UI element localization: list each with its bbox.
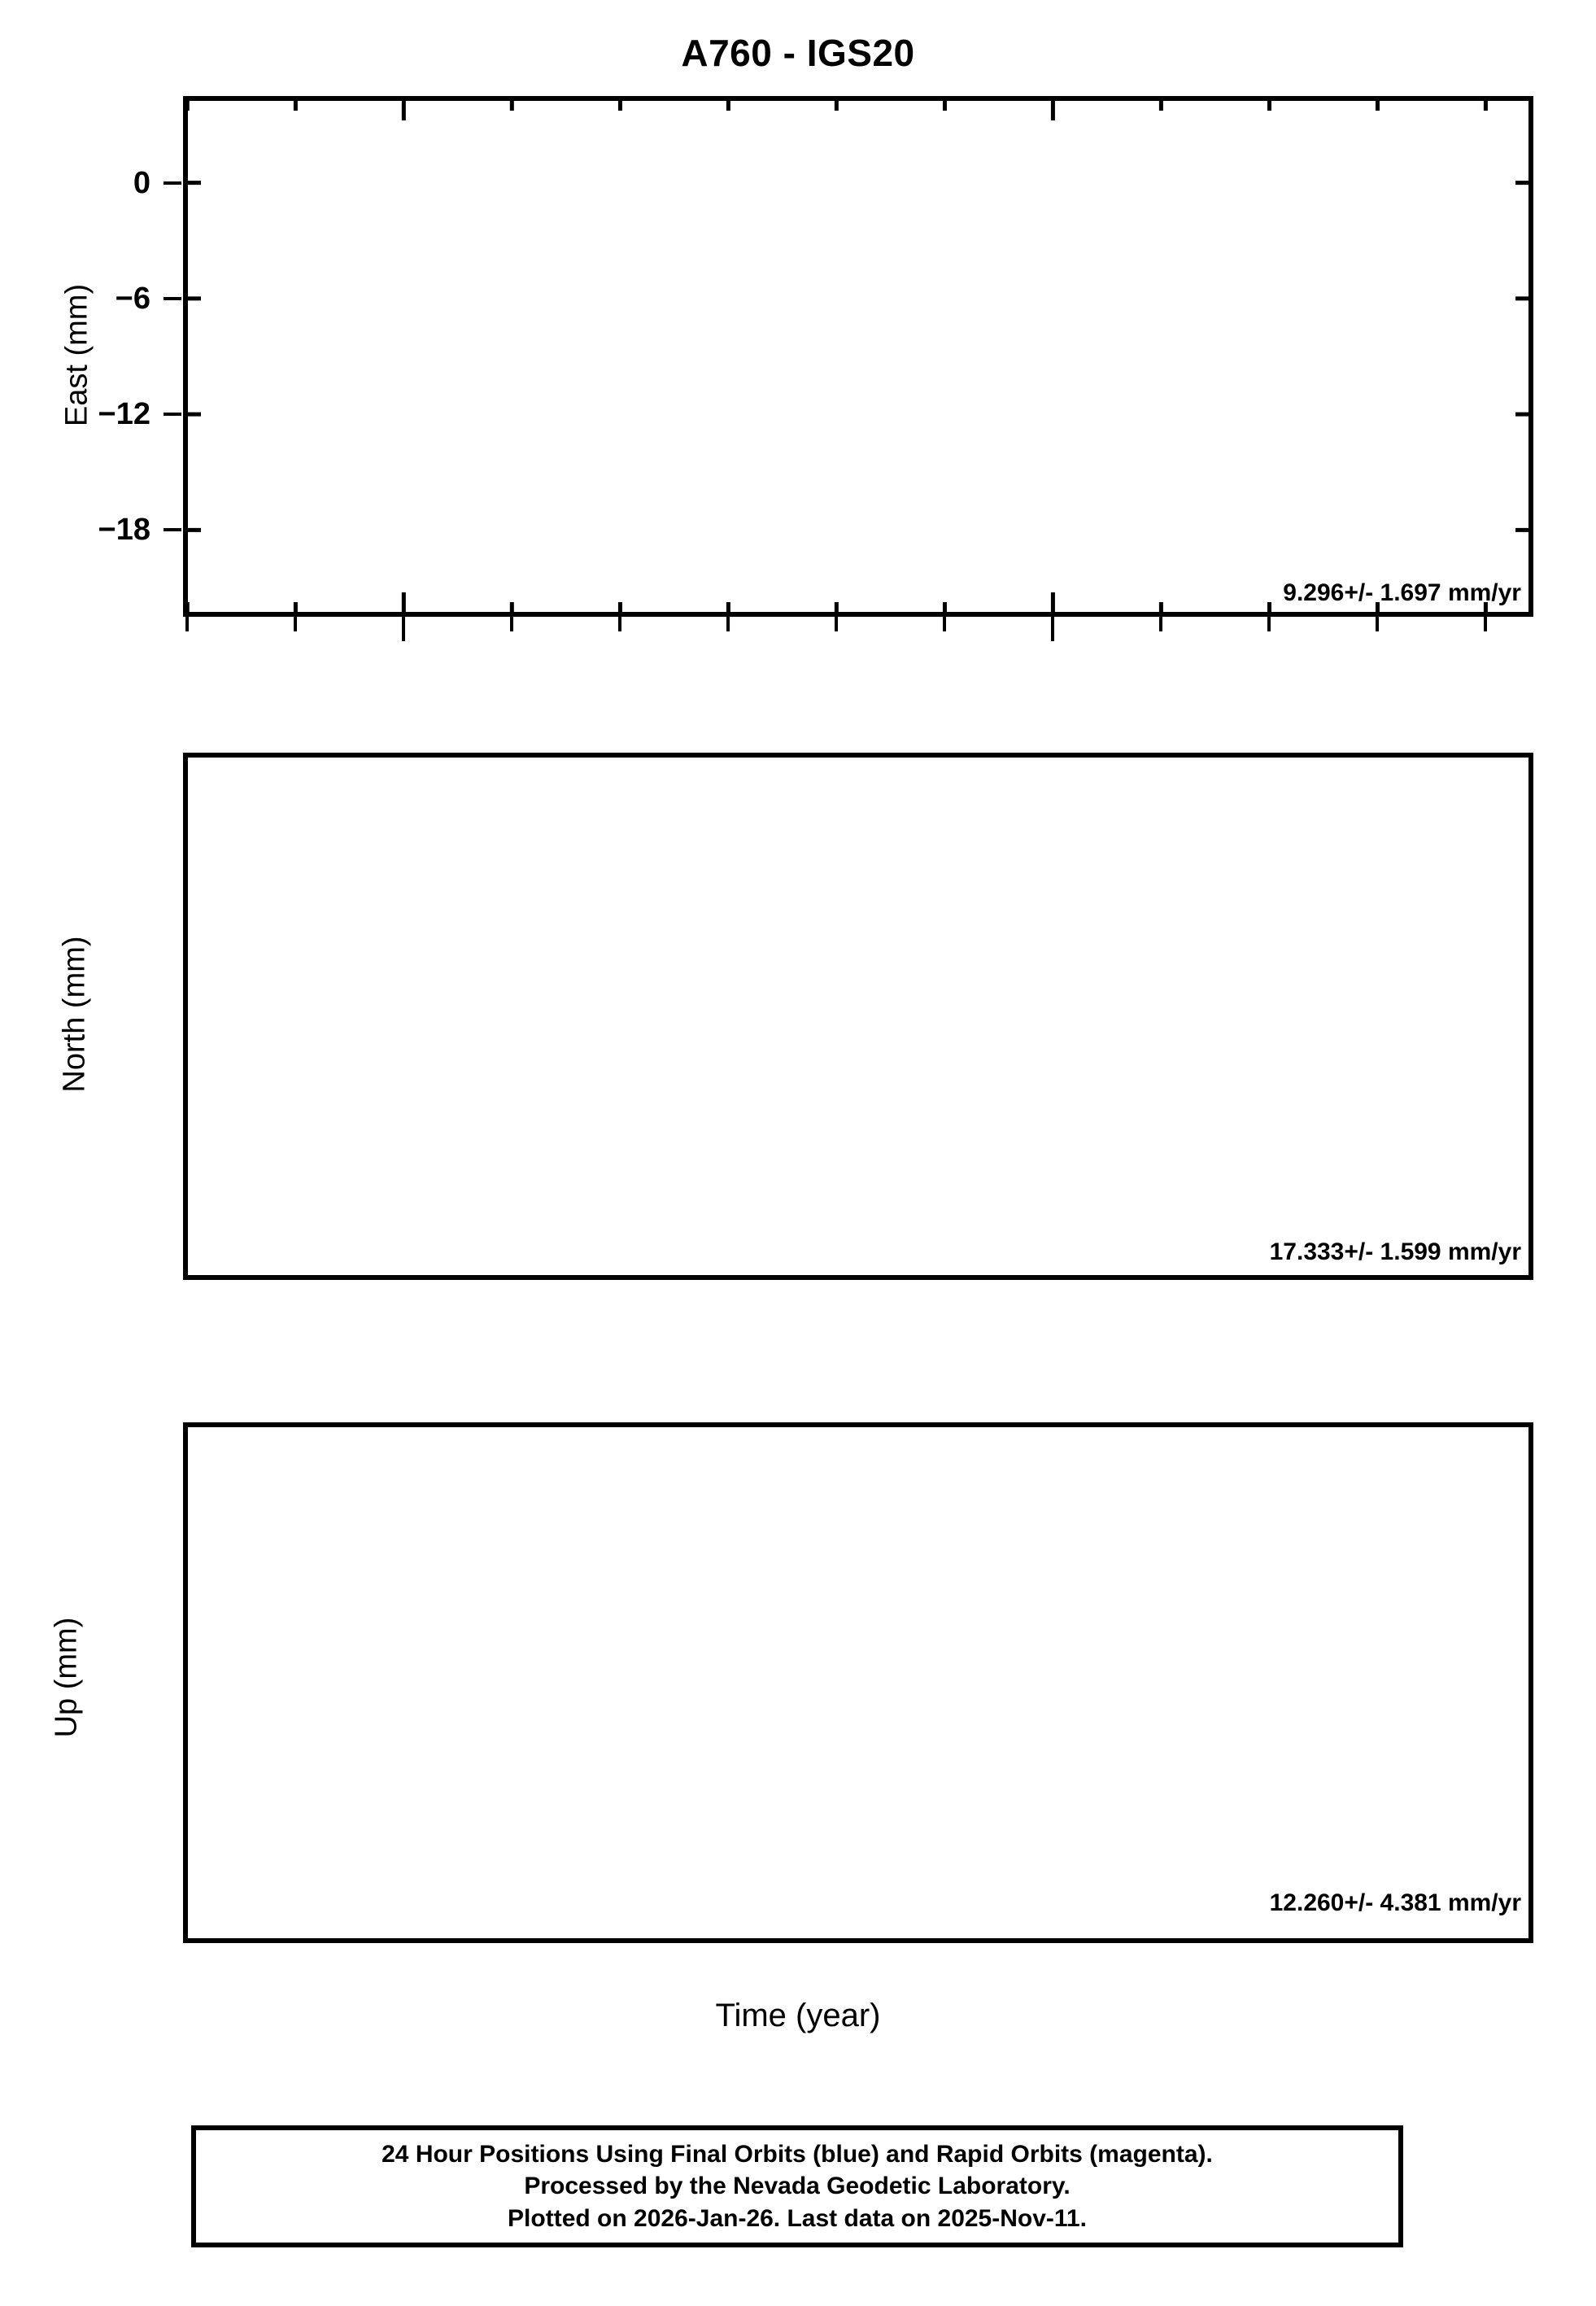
y-tick-mark-outer xyxy=(164,296,181,300)
x-tick-mark-outer xyxy=(943,617,947,631)
panel-up-plot-area xyxy=(183,1422,1533,1943)
x-axis-title: Time (year) xyxy=(715,1998,881,2033)
x-tick-mark-outer xyxy=(402,617,406,641)
caption-line-2: Processed by the Nevada Geodetic Laborat… xyxy=(524,2173,1071,2200)
panel-up xyxy=(183,1422,1533,1943)
x-tick-mark-outer xyxy=(1376,617,1380,631)
panel-up-frame xyxy=(183,1422,1533,1943)
panel-east xyxy=(183,96,1533,617)
x-tick-mark-outer xyxy=(510,617,514,631)
x-tick-mark-outer xyxy=(1267,617,1271,631)
panel-east-plot-area xyxy=(183,96,1533,617)
panel-up-rate-label: 12.260+/- 4.381 mm/yr xyxy=(1269,1889,1521,1916)
page-title: A760 - IGS20 xyxy=(681,32,915,74)
y-tick-label: −6 xyxy=(115,281,150,316)
x-tick-mark-outer xyxy=(1051,617,1055,641)
panel-east-frame xyxy=(183,96,1533,617)
panel-north-plot-area xyxy=(183,753,1533,1280)
panel-north-y-axis-label: North (mm) xyxy=(57,936,92,1093)
x-tick-mark-outer xyxy=(294,617,298,631)
y-tick-mark-outer xyxy=(164,528,181,532)
caption-line-3: Plotted on 2026-Jan-26. Last data on 202… xyxy=(508,2204,1087,2232)
y-tick-label: −18 xyxy=(98,513,150,548)
panel-north xyxy=(183,753,1533,1280)
x-tick-mark-outer xyxy=(185,617,190,631)
y-tick-mark-outer xyxy=(164,413,181,417)
x-tick-mark-outer xyxy=(1484,617,1488,631)
panel-east-rate-label: 9.296+/- 1.697 mm/yr xyxy=(1283,579,1521,606)
x-tick-mark-outer xyxy=(726,617,730,631)
y-tick-label: −12 xyxy=(98,397,150,432)
panel-up-y-axis-label: Up (mm) xyxy=(49,1617,84,1738)
y-tick-mark-outer xyxy=(164,181,181,185)
x-tick-mark-outer xyxy=(618,617,622,631)
y-tick-label: 0 xyxy=(133,165,150,200)
panel-north-frame xyxy=(183,753,1533,1280)
caption-box: 24 Hour Positions Using Final Orbits (bl… xyxy=(191,2125,1403,2247)
panel-north-rate-label: 17.333+/- 1.599 mm/yr xyxy=(1269,1238,1521,1265)
x-tick-mark-outer xyxy=(1159,617,1163,631)
caption-line-1: 24 Hour Positions Using Final Orbits (bl… xyxy=(382,2140,1213,2168)
panel-east-y-axis-label: East (mm) xyxy=(59,283,94,427)
x-tick-mark-outer xyxy=(835,617,839,631)
